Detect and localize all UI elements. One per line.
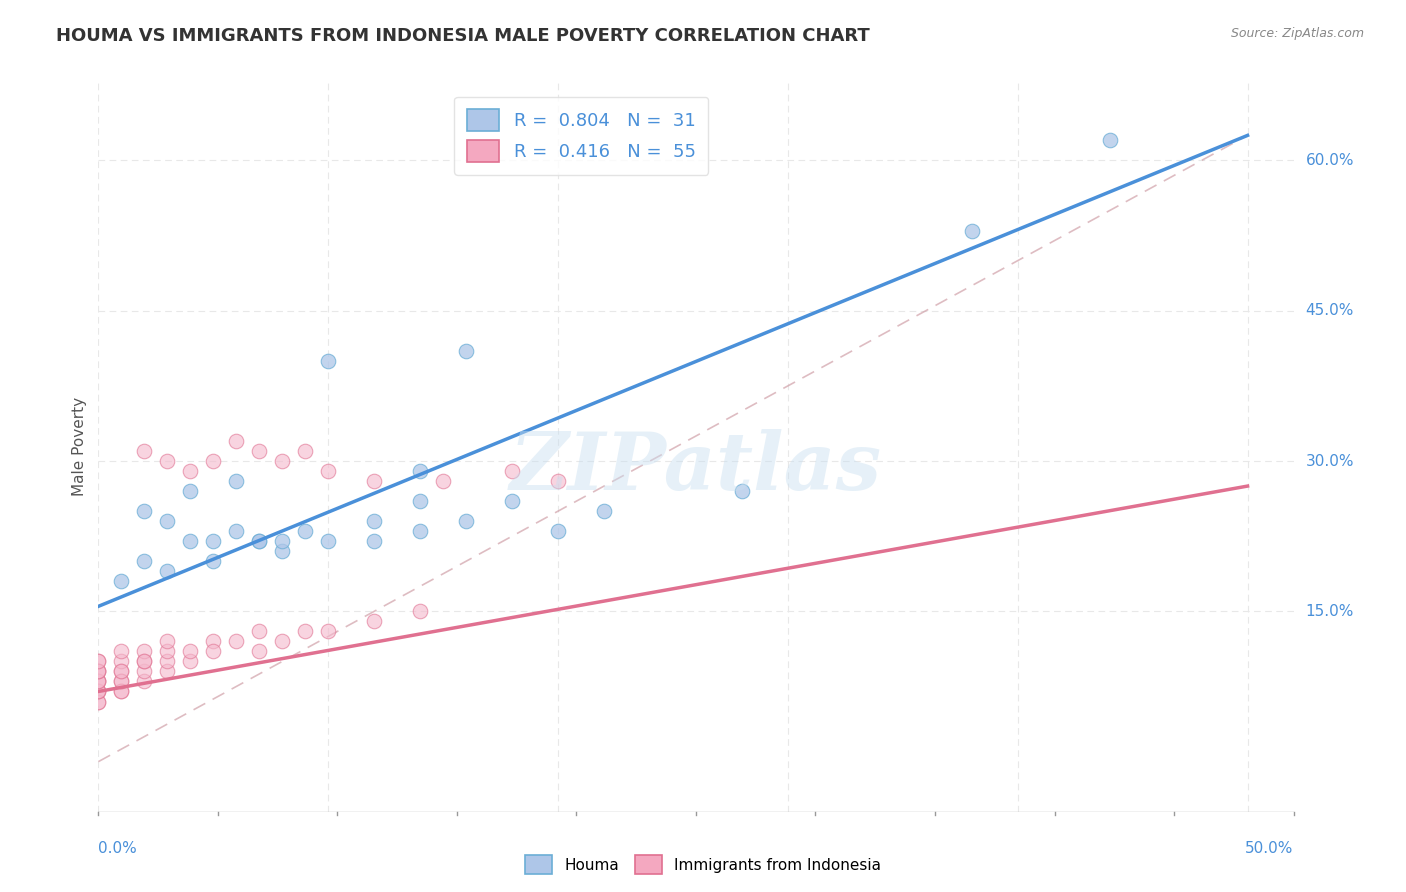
Point [87, 655, 110, 669]
Point [87, 674, 110, 689]
Point [225, 634, 247, 648]
Point [294, 444, 316, 458]
Point [156, 634, 179, 648]
Point [316, 464, 339, 478]
Point [409, 464, 432, 478]
Point [110, 574, 132, 589]
Point [271, 534, 294, 549]
Point [316, 534, 339, 549]
Point [547, 524, 569, 538]
Point [316, 624, 339, 639]
Text: Source: ZipAtlas.com: Source: ZipAtlas.com [1230, 27, 1364, 40]
Point [432, 474, 454, 488]
Text: 15.0%: 15.0% [1306, 604, 1354, 619]
Point [501, 464, 523, 478]
Point [110, 665, 132, 679]
Point [247, 534, 270, 549]
Text: 60.0%: 60.0% [1306, 153, 1354, 168]
Point [363, 615, 385, 629]
Point [156, 454, 179, 468]
Point [1098, 133, 1121, 147]
Point [409, 494, 432, 508]
Point [456, 514, 478, 528]
Point [247, 624, 270, 639]
Text: 50.0%: 50.0% [1246, 841, 1294, 856]
Point [363, 474, 385, 488]
Point [409, 604, 432, 618]
Point [156, 644, 179, 658]
Point [202, 534, 225, 549]
Point [247, 444, 270, 458]
Point [731, 484, 754, 499]
Point [271, 634, 294, 648]
Point [294, 624, 316, 639]
Point [179, 655, 201, 669]
Point [202, 554, 225, 568]
Point [134, 644, 156, 658]
Point [87, 665, 110, 679]
Point [87, 684, 110, 698]
Point [87, 694, 110, 708]
Point [225, 434, 247, 448]
Point [593, 504, 616, 518]
Point [110, 684, 132, 698]
Point [110, 674, 132, 689]
Point [87, 694, 110, 708]
Point [134, 504, 156, 518]
Point [134, 655, 156, 669]
Text: 30.0%: 30.0% [1306, 453, 1354, 468]
Legend: Houma, Immigrants from Indonesia: Houma, Immigrants from Indonesia [519, 849, 887, 880]
Point [179, 534, 201, 549]
Point [179, 484, 201, 499]
Point [225, 474, 247, 488]
Point [156, 655, 179, 669]
Legend: R =  0.804   N =  31, R =  0.416   N =  55: R = 0.804 N = 31, R = 0.416 N = 55 [454, 96, 709, 175]
Point [134, 554, 156, 568]
Point [294, 524, 316, 538]
Point [225, 524, 247, 538]
Y-axis label: Male Poverty: Male Poverty [72, 396, 87, 496]
Point [87, 684, 110, 698]
Point [501, 494, 523, 508]
Point [110, 665, 132, 679]
Point [179, 464, 201, 478]
Point [156, 564, 179, 578]
Point [202, 634, 225, 648]
Point [156, 665, 179, 679]
Point [134, 444, 156, 458]
Point [179, 644, 201, 658]
Point [87, 655, 110, 669]
Point [110, 674, 132, 689]
Point [87, 665, 110, 679]
Point [110, 655, 132, 669]
Point [271, 454, 294, 468]
Text: HOUMA VS IMMIGRANTS FROM INDONESIA MALE POVERTY CORRELATION CHART: HOUMA VS IMMIGRANTS FROM INDONESIA MALE … [56, 27, 870, 45]
Point [316, 354, 339, 368]
Text: 0.0%: 0.0% [98, 841, 138, 856]
Point [134, 674, 156, 689]
Point [87, 684, 110, 698]
Point [110, 644, 132, 658]
Point [247, 644, 270, 658]
Point [87, 674, 110, 689]
Point [202, 454, 225, 468]
Point [456, 343, 478, 358]
Text: ZIPatlas: ZIPatlas [510, 429, 882, 507]
Point [134, 655, 156, 669]
Point [271, 544, 294, 558]
Point [247, 534, 270, 549]
Point [134, 665, 156, 679]
Point [87, 674, 110, 689]
Point [87, 665, 110, 679]
Point [363, 514, 385, 528]
Point [960, 223, 983, 237]
Point [363, 534, 385, 549]
Point [110, 684, 132, 698]
Text: 45.0%: 45.0% [1306, 303, 1354, 318]
Point [202, 644, 225, 658]
Point [547, 474, 569, 488]
Point [409, 524, 432, 538]
Point [156, 514, 179, 528]
